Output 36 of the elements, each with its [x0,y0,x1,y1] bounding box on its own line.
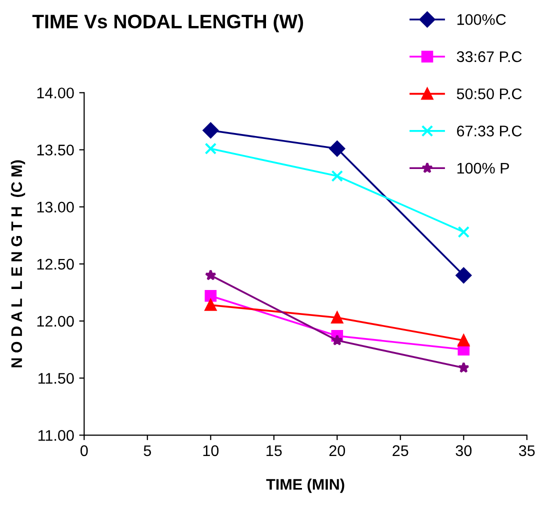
legend-label: 33:67 P.C [456,51,522,62]
x-tick-label: 30 [456,445,472,456]
point [204,290,217,302]
point [456,267,472,284]
x-axis-title: TIME (MIN) [266,478,344,493]
point [331,334,343,346]
point [458,334,470,346]
x-tick-label: 0 [80,445,88,456]
y-tick-label: 11.50 [38,372,74,384]
point [204,142,217,155]
x-tick-label: 20 [329,445,346,456]
x-tick-label: 35 [518,445,535,456]
y-tick-label: 12.50 [37,258,74,270]
y-tick-label: 13.50 [37,144,74,156]
y-tick-label: 14.00 [37,88,74,98]
point [204,269,216,280]
point [204,299,217,311]
point [458,362,470,373]
point [458,226,470,238]
legend-label: 50:50 P.C [456,88,522,100]
x-tick-label: 25 [392,445,408,456]
point [329,140,346,157]
y-tick-label: 11.00 [38,430,74,441]
x-tick-label: 5 [144,445,152,456]
legend-label: 100% P [457,162,509,174]
chart-title: TIME Vs NODAL LENGTH (W) [32,14,304,32]
y-axis-title: N O D A L L E N G T H (C M) [10,160,26,368]
x-tick-label: 15 [266,445,282,456]
y-tick-label: 13.00 [37,202,74,213]
point [202,122,219,138]
x-tick-label: 10 [203,445,219,456]
y-tick-label: 12.00 [37,316,74,327]
point [331,170,344,182]
legend-label: 100%C [457,14,506,25]
legend-label: 67:33 P.C [457,126,522,136]
point [331,312,344,324]
